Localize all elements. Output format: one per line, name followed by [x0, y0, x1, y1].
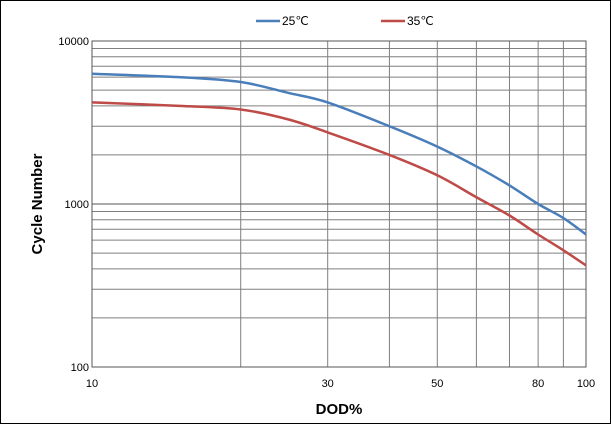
x-axis-title: DOD% — [316, 401, 363, 418]
y-axis-ticks: 100 1000 10000 — [58, 36, 89, 374]
legend-label-1: 25℃ — [282, 14, 309, 28]
y-tick-label: 10000 — [58, 36, 89, 48]
legend-label-2: 35℃ — [407, 14, 434, 28]
x-axis-ticks: 10 30 50 80 100 — [86, 378, 595, 390]
grid — [92, 40, 586, 368]
plot-area — [91, 40, 587, 368]
x-tick-label: 50 — [431, 378, 443, 390]
y-tick-label: 1000 — [65, 199, 89, 211]
series-line-1 — [91, 72, 587, 236]
y-tick-label: 100 — [71, 362, 89, 374]
x-tick-label: 30 — [322, 378, 334, 390]
x-tick-label: 100 — [577, 378, 595, 390]
x-tick-label: 80 — [532, 378, 544, 390]
series-line-2 — [91, 101, 587, 267]
x-tick-label: 10 — [86, 378, 98, 390]
series-lines — [91, 72, 587, 267]
legend: 25℃ 35℃ — [256, 14, 434, 28]
y-axis-title: Cycle Number — [29, 153, 46, 254]
